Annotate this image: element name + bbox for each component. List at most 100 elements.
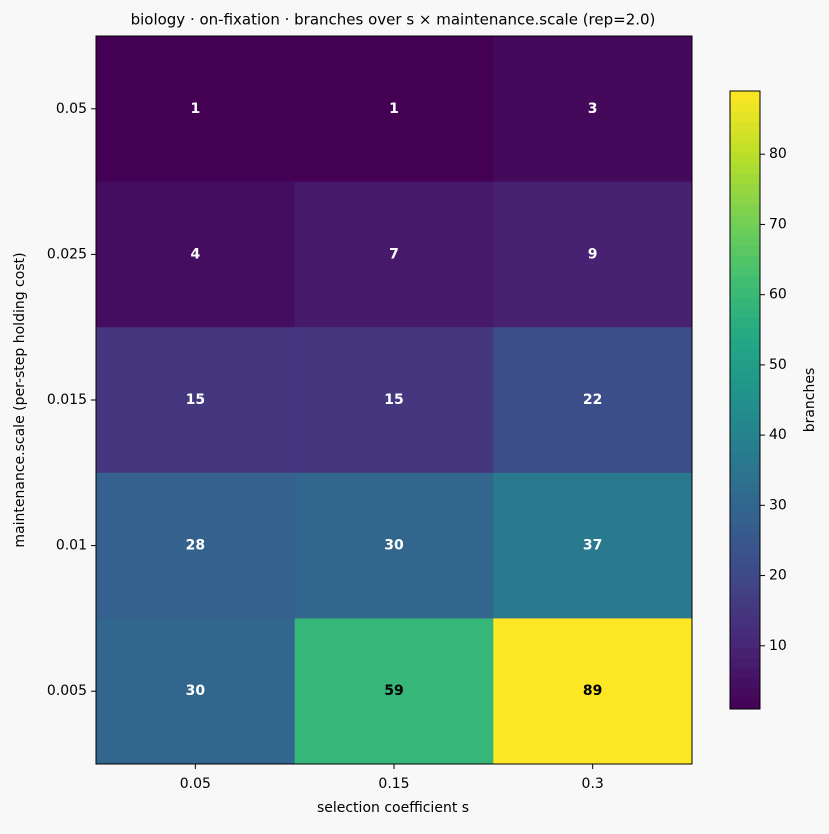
heatmap-cell [294,327,494,474]
colorbar-segment [730,626,760,638]
colorbar-segment [730,513,760,525]
heatmap-cell [96,36,296,183]
colorbar-segment [730,647,760,658]
chart-title: biology · on-fixation · branches over s … [131,11,656,29]
colorbar-tick-label: 80 [769,146,787,162]
colorbar-segment [730,461,760,473]
colorbar-tick-label: 30 [769,497,787,513]
colorbar-label: branches [802,368,818,433]
x-tick-label: 0.15 [378,776,409,792]
colorbar-segment [730,358,760,370]
colorbar-segment [730,297,760,308]
cell-label: 30 [186,683,206,699]
cell-label: 1 [190,101,200,117]
colorbar-segment [730,503,760,514]
colorbar-segment [730,564,760,576]
colorbar-tick-label: 20 [769,568,787,584]
heatmap-cell [96,472,296,619]
colorbar-segment [730,523,760,535]
heatmap-cell [294,618,494,765]
colorbar-segment [730,575,760,586]
colorbar-segment [730,91,760,102]
heatmap-cell [294,472,494,619]
cell-label: 28 [186,538,205,554]
colorbar-segment [730,410,760,422]
cell-label: 30 [384,538,404,554]
colorbar-segment [730,224,760,236]
colorbar-tick-label: 70 [769,216,787,232]
colorbar-segment [730,348,760,360]
colorbar-tick-label: 60 [769,287,787,303]
colorbar-segment [730,533,760,545]
y-tick-label: 0.015 [47,392,87,408]
colorbar-segment [730,554,760,566]
colorbar-segment [730,544,760,555]
colorbar-segment [730,173,760,185]
x-axis-label: selection coefficient s [317,800,469,816]
colorbar-segment [730,317,760,329]
colorbar-segment [730,688,760,700]
colorbar-segment [730,441,760,452]
heatmap-cell [493,181,693,328]
colorbar-tick-label: 40 [769,427,787,443]
colorbar-tick-label: 10 [769,638,787,654]
heatmap-cell [493,618,693,765]
colorbar-segment [730,194,760,205]
colorbar-segment [730,482,760,494]
colorbar-segment [730,585,760,597]
colorbar-segment [730,204,760,216]
colorbar-segment [730,214,760,226]
colorbar-segment [730,101,760,113]
colorbar-segment [730,492,760,504]
y-tick-label: 0.025 [47,246,87,262]
colorbar-segment [730,255,760,267]
x-tick-label: 0.05 [180,776,211,792]
colorbar-segment [730,595,760,607]
cell-label: 9 [588,246,598,262]
colorbar-segment [730,111,760,123]
colorbar-segment [730,451,760,463]
heatmap-cell [294,36,494,183]
colorbar-segment [730,369,760,380]
y-tick-label: 0.01 [56,538,87,554]
cell-label: 22 [583,392,602,408]
colorbar-segment [730,245,760,257]
heatmap-cell [96,618,296,765]
cell-label: 4 [190,246,200,262]
colorbar-segment [730,657,760,669]
colorbar-segment [730,183,760,195]
colorbar-segment [730,276,760,288]
cell-label: 3 [588,101,598,117]
y-tick-label: 0.005 [47,683,87,699]
colorbar-segment [730,616,760,628]
cell-label: 15 [186,392,205,408]
colorbar-segment [730,286,760,298]
heatmap-cell [493,472,693,619]
cell-label: 37 [583,538,602,554]
colorbar-segment [730,400,760,411]
cell-label: 89 [583,683,602,699]
colorbar-segment [730,163,760,174]
heatmap-cell [96,327,296,474]
cell-label: 59 [384,683,403,699]
y-tick-label: 0.05 [56,101,87,117]
y-axis-label: maintenance.scale (per-step holding cost… [12,252,28,547]
colorbar-segment [730,379,760,391]
cell-label: 15 [384,392,403,408]
colorbar-segment [730,132,760,143]
heatmap-cell [493,36,693,183]
colorbar-segment [730,430,760,442]
x-tick-label: 0.3 [582,776,604,792]
colorbar-segment [730,338,760,349]
colorbar-segment [730,152,760,164]
colorbar-segment [730,606,760,617]
colorbar-frame [729,90,761,710]
colorbar-segment [730,472,760,483]
colorbar-segment [730,667,760,679]
colorbar-segment [730,266,760,277]
cell-label: 1 [389,101,399,117]
colorbar-segment [730,121,760,133]
heatmap-cell [493,327,693,474]
